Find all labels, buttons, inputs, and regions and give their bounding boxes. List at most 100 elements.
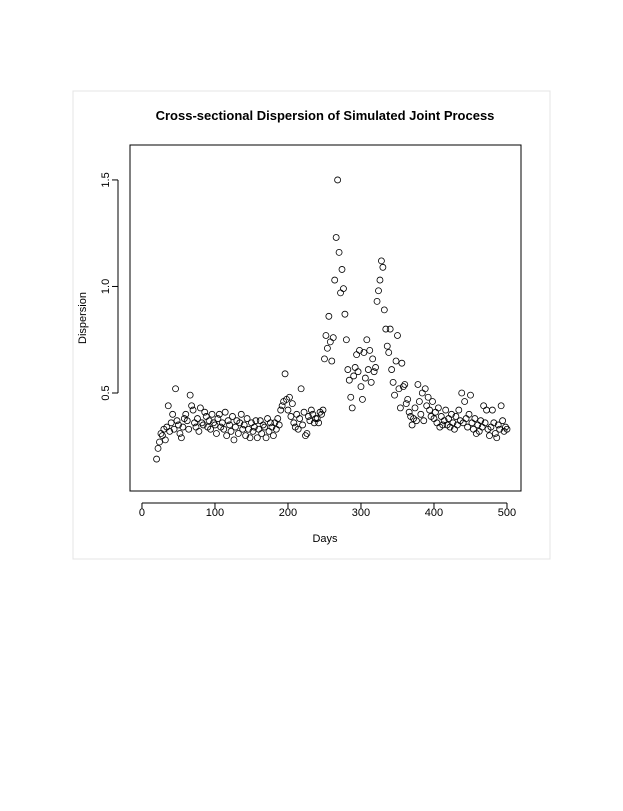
- point: [290, 419, 298, 427]
- point: [227, 427, 235, 435]
- point: [196, 404, 204, 412]
- point: [284, 406, 292, 414]
- point: [306, 417, 314, 425]
- point: [359, 395, 366, 403]
- point: [226, 421, 233, 429]
- point: [237, 410, 245, 418]
- point: [502, 423, 509, 431]
- point: [433, 419, 441, 427]
- point: [398, 359, 406, 367]
- point: [369, 355, 377, 363]
- point: [360, 349, 368, 356]
- point: [386, 325, 394, 333]
- point: [232, 423, 239, 431]
- point: [477, 417, 485, 425]
- point: [340, 285, 347, 292]
- point: [229, 413, 236, 420]
- point: [434, 404, 442, 412]
- point: [380, 306, 388, 314]
- point: [490, 419, 498, 427]
- point: [341, 310, 349, 318]
- point: [305, 413, 312, 420]
- point: [223, 432, 231, 440]
- point: [173, 417, 181, 425]
- point: [167, 419, 175, 427]
- point: [392, 357, 400, 365]
- point: [195, 427, 203, 435]
- point: [408, 421, 416, 429]
- point: [452, 413, 460, 420]
- point: [429, 398, 436, 405]
- point: [354, 368, 362, 376]
- point: [353, 351, 360, 359]
- point: [499, 417, 507, 425]
- point: [164, 402, 172, 410]
- point: [465, 410, 473, 418]
- point: [252, 417, 260, 425]
- point: [220, 425, 228, 433]
- point: [323, 344, 331, 352]
- point: [388, 366, 396, 373]
- point: [307, 406, 315, 414]
- point: [258, 430, 266, 437]
- point: [278, 402, 286, 410]
- point: [328, 357, 336, 365]
- point: [335, 248, 343, 256]
- chart-title: Cross-sectional Dispersion of Simulated …: [156, 108, 495, 123]
- point: [449, 419, 457, 427]
- point: [318, 410, 325, 418]
- x-tick-label: 0: [139, 507, 145, 519]
- point: [413, 417, 420, 425]
- point: [188, 402, 196, 410]
- point: [361, 374, 369, 382]
- point: [293, 410, 301, 418]
- point: [189, 406, 197, 414]
- point: [350, 372, 358, 380]
- point: [325, 312, 333, 320]
- point: [395, 385, 403, 393]
- point: [224, 417, 232, 425]
- point: [461, 398, 469, 405]
- point: [208, 410, 216, 418]
- point: [397, 404, 404, 412]
- point: [236, 419, 244, 427]
- point: [183, 417, 191, 425]
- point: [382, 325, 390, 333]
- point: [348, 404, 356, 412]
- point: [275, 421, 283, 429]
- point: [481, 419, 489, 427]
- point: [437, 413, 445, 420]
- point: [264, 415, 271, 422]
- point: [169, 410, 177, 418]
- point: [345, 376, 353, 384]
- point: [493, 434, 501, 442]
- point: [286, 393, 293, 401]
- point: [315, 419, 323, 427]
- point: [319, 406, 327, 414]
- point: [176, 430, 184, 437]
- point: [404, 395, 412, 403]
- point: [357, 383, 365, 391]
- point: [161, 436, 169, 444]
- point: [207, 425, 214, 433]
- point: [294, 425, 302, 433]
- y-tick-label: 0.5: [100, 385, 112, 400]
- point: [439, 421, 447, 429]
- point: [424, 393, 432, 401]
- x-axis-label: Days: [312, 533, 338, 545]
- point: [448, 410, 455, 418]
- plot-box: [129, 144, 522, 492]
- x-tick-label: 100: [206, 507, 224, 519]
- point: [240, 421, 248, 429]
- point: [367, 378, 375, 386]
- point: [405, 408, 413, 416]
- x-tick-label: 400: [425, 507, 443, 519]
- point: [503, 425, 511, 433]
- point: [344, 366, 352, 373]
- point: [379, 263, 387, 271]
- y-tick-label: 1.5: [100, 172, 112, 187]
- point: [402, 400, 410, 408]
- point: [156, 438, 163, 446]
- point: [296, 415, 304, 422]
- point: [172, 385, 179, 393]
